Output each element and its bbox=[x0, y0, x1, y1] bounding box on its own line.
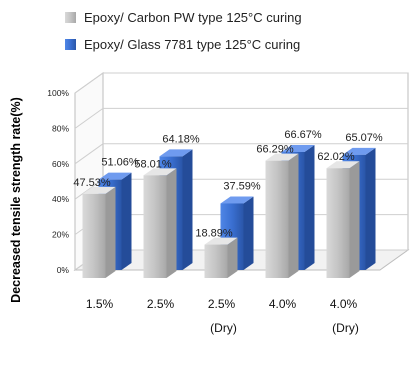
legend-swatch bbox=[65, 12, 76, 23]
gridline bbox=[74, 72, 408, 94]
bar-side bbox=[105, 186, 116, 278]
data-label: 62.02% bbox=[317, 151, 355, 163]
data-label: 66.67% bbox=[284, 129, 322, 141]
bars bbox=[82, 144, 376, 278]
bar-top bbox=[342, 147, 376, 155]
bar-side bbox=[182, 149, 193, 270]
y-tick-label: 100% bbox=[47, 88, 69, 98]
bar-side bbox=[349, 161, 360, 278]
bar-side bbox=[365, 147, 376, 270]
x-tick-label-sub: (Dry) bbox=[210, 321, 237, 335]
bar-top bbox=[82, 186, 116, 194]
x-tick-label-sub: (Dry) bbox=[332, 321, 359, 335]
x-tick-label: 2.5% bbox=[208, 297, 236, 311]
bar-carbon bbox=[204, 237, 238, 278]
gridline bbox=[74, 143, 408, 165]
x-tick-label: 2.5% bbox=[147, 297, 175, 311]
data-label: 47.53% bbox=[73, 177, 111, 189]
legend-item: Epoxy/ Glass 7781 type 125°C curing bbox=[65, 37, 300, 52]
bar-top bbox=[281, 144, 315, 152]
bar-carbon bbox=[326, 161, 360, 278]
y-tick-label: 40% bbox=[52, 194, 69, 204]
data-label: 51.06% bbox=[101, 157, 139, 169]
bar-top bbox=[143, 168, 177, 176]
y-tick-label: 0% bbox=[57, 265, 70, 275]
bar-side bbox=[304, 144, 315, 270]
bar-front bbox=[265, 160, 289, 278]
legend-item: Epoxy/ Carbon PW type 125°C curing bbox=[65, 10, 302, 25]
bar-side bbox=[243, 196, 254, 270]
legend: Epoxy/ Carbon PW type 125°C curing Epoxy/… bbox=[65, 10, 302, 52]
bar-top bbox=[265, 153, 299, 161]
y-tick-label: 20% bbox=[52, 230, 69, 240]
x-tick-label: 4.0% bbox=[269, 297, 297, 311]
bar-top bbox=[326, 161, 360, 169]
bar-side bbox=[288, 153, 299, 278]
bar-front bbox=[143, 175, 167, 278]
data-label: 18.89% bbox=[195, 228, 233, 240]
bar-front bbox=[82, 193, 106, 278]
data-label: 64.18% bbox=[162, 133, 200, 145]
bar-carbon bbox=[82, 186, 116, 278]
data-label: 65.07% bbox=[345, 132, 383, 144]
data-labels: 47.53% 51.06%58.01% 64.18% 18.89% 37.59% 66.2… bbox=[73, 129, 383, 240]
x-tick-label: 4.0% bbox=[330, 297, 358, 311]
x-tick-label: 1.5% bbox=[86, 297, 114, 311]
legend-label: Epoxy/ Glass 7781 type 125°C curing bbox=[84, 37, 300, 52]
data-label: 58.01% bbox=[134, 158, 172, 170]
bar-top bbox=[98, 172, 132, 180]
y-axis: 0% 20% 40% 60% 80% 100% bbox=[47, 88, 69, 275]
bar-top bbox=[159, 149, 193, 157]
legend-swatch bbox=[65, 39, 76, 50]
y-tick-label: 80% bbox=[52, 123, 69, 133]
bar-side bbox=[121, 172, 132, 270]
legend-label: Epoxy/ Carbon PW type 125°C curing bbox=[84, 10, 302, 25]
x-axis: 1.5% 2.5% 2.5% (Dry) 4.0% 4.0% (Dry) bbox=[86, 297, 359, 335]
bar-carbon bbox=[143, 168, 177, 278]
bar-side bbox=[166, 168, 177, 278]
data-label: 66.29% bbox=[256, 144, 294, 156]
gridline bbox=[74, 107, 408, 129]
bar-top bbox=[204, 237, 238, 245]
bar-front bbox=[204, 244, 228, 278]
bar-carbon bbox=[265, 153, 299, 278]
bar-front bbox=[326, 168, 350, 278]
bar-top bbox=[220, 196, 254, 204]
bar-side bbox=[227, 237, 238, 278]
data-label: 37.59% bbox=[223, 180, 261, 192]
y-axis-label: Decreased tensile strength rate(%) bbox=[9, 97, 23, 303]
y-tick-label: 60% bbox=[52, 159, 69, 169]
